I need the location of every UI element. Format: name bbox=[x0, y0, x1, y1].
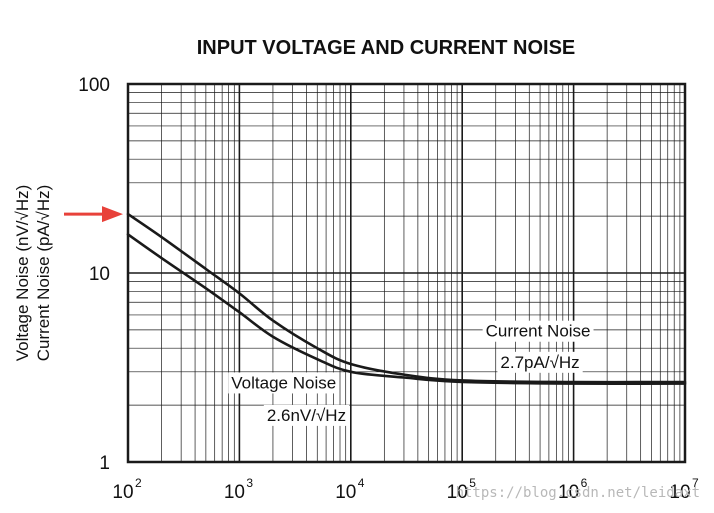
current-noise-label-background bbox=[482, 320, 594, 342]
x-tick-base: 10 bbox=[669, 482, 690, 503]
y-tick-labels: 1 10 100 bbox=[78, 75, 110, 474]
y-axis-label-line: Current Noise (pA/√Hz) bbox=[34, 185, 53, 362]
voltage-noise-line bbox=[126, 233, 687, 385]
x-tick-label: 10 4 bbox=[335, 476, 365, 503]
x-tick-label: 10 5 bbox=[447, 476, 477, 503]
series-lines bbox=[126, 212, 687, 385]
grid bbox=[128, 84, 685, 462]
voltage-noise-value: 2.6nV/√Hz bbox=[263, 404, 350, 426]
x-tick-base: 10 bbox=[335, 482, 356, 503]
plot-frame bbox=[126, 82, 687, 464]
y-tick-label: 10 bbox=[89, 264, 110, 285]
current-noise-label-text: Current Noise bbox=[486, 322, 591, 341]
y-axis-label: Voltage Noise (nV/√Hz) Current Noise (pA/… bbox=[13, 185, 53, 362]
x-tick-exponent: 4 bbox=[358, 476, 365, 490]
current-noise-value: 2.7pA/√Hz bbox=[497, 351, 583, 373]
x-tick-base: 10 bbox=[558, 482, 579, 503]
x-tick-label: 10 7 bbox=[669, 476, 699, 503]
arrow-head bbox=[102, 206, 123, 223]
voltage-noise-value-background bbox=[263, 404, 350, 426]
voltage-noise-value-text: 2.6nV/√Hz bbox=[267, 406, 346, 425]
x-tick-exponent: 6 bbox=[581, 476, 588, 490]
voltage-noise-label-background bbox=[228, 372, 340, 394]
x-tick-exponent: 3 bbox=[246, 476, 253, 490]
x-tick-exponent: 2 bbox=[135, 476, 142, 490]
y-tick-label: 100 bbox=[78, 75, 110, 96]
voltage-noise-label: Voltage Noise bbox=[228, 372, 340, 394]
current-noise-value-text: 2.7pA/√Hz bbox=[500, 353, 579, 372]
voltage-noise-label-text: Voltage Noise bbox=[231, 373, 336, 392]
x-tick-label: 10 3 bbox=[224, 476, 254, 503]
x-tick-base: 10 bbox=[224, 482, 245, 503]
x-tick-base: 10 bbox=[447, 482, 468, 503]
x-tick-label: 10 2 bbox=[112, 476, 142, 503]
arrow-marker bbox=[64, 206, 123, 223]
chart-title: INPUT VOLTAGE AND CURRENT NOISE bbox=[197, 37, 576, 59]
current-noise-label: Current Noise bbox=[482, 320, 594, 342]
x-tick-exponent: 5 bbox=[469, 476, 476, 490]
y-tick-label: 1 bbox=[99, 453, 110, 474]
annotations: Current Noise 2.7pA/√Hz Voltage Noise 2.6nV… bbox=[228, 320, 594, 426]
x-tick-labels: 10 2 10 3 10 4 10 5 10 6 10 7 bbox=[112, 476, 699, 503]
x-tick-base: 10 bbox=[112, 482, 133, 503]
watermark-text: https://blog.csdn.net/leidaxt bbox=[456, 485, 700, 501]
x-tick-exponent: 7 bbox=[692, 476, 699, 490]
x-tick-label: 10 6 bbox=[558, 476, 588, 503]
y-axis-label-line: Voltage Noise (nV/√Hz) bbox=[13, 185, 32, 362]
current-noise-value-background bbox=[497, 351, 583, 373]
current-noise-line bbox=[126, 212, 687, 384]
